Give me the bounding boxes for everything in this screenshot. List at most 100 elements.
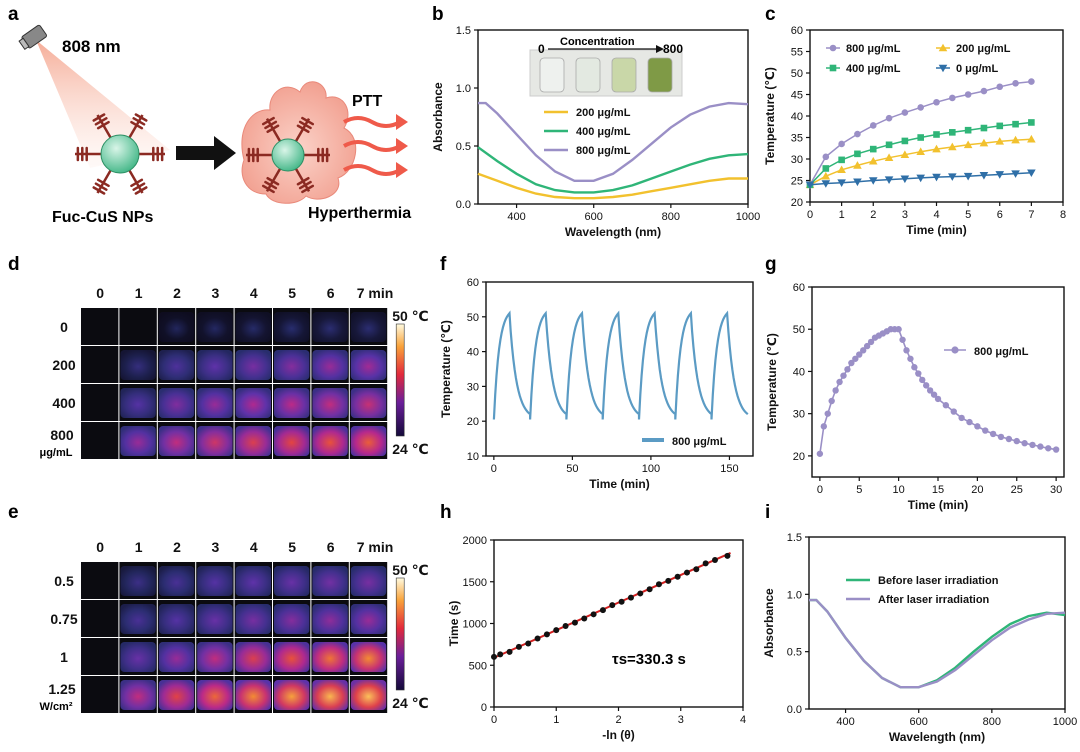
- thermal-cell: [81, 600, 119, 637]
- data-point: [982, 427, 989, 434]
- y-tick-label: 20: [793, 451, 805, 463]
- data-point: [863, 342, 871, 350]
- y-tick-label: 0.0: [787, 704, 802, 716]
- x-axis-label: Time (min): [589, 477, 649, 491]
- x-tick-label: 1: [839, 209, 845, 221]
- data-point: [571, 619, 578, 626]
- thermal-spot: [120, 566, 156, 596]
- data-point: [958, 414, 965, 422]
- data-point: [840, 372, 847, 379]
- x-tick-label: 0: [807, 209, 813, 221]
- thermal-spot: [235, 312, 271, 342]
- flame-icon: [241, 81, 357, 204]
- data-point: [1028, 119, 1035, 126]
- ligand-branch: [134, 113, 148, 122]
- y-tick-label: 50: [467, 312, 479, 324]
- x-tick-label: 800: [983, 716, 1001, 728]
- y-tick-label: 30: [467, 381, 479, 393]
- chart-cycling-stability: 0 50 100 150 10 20 30 40 50 60 Time (min) Temperatu…: [439, 277, 754, 491]
- data-point: [867, 338, 875, 346]
- vial: [647, 57, 673, 93]
- thermal-spot: [158, 426, 195, 456]
- data-point: [916, 174, 925, 183]
- data-point: [1012, 80, 1019, 87]
- ligand-branch: [296, 124, 310, 134]
- thermal-spot: [197, 350, 233, 380]
- nanoparticle-label: Fuc-CuS NPs: [52, 209, 153, 226]
- ligand-branch: [134, 186, 148, 195]
- row-label: 1.25: [48, 681, 75, 697]
- y-tick-label: 35: [791, 133, 803, 145]
- thermal-spot: [158, 642, 195, 672]
- time-column-header: 2: [173, 285, 181, 301]
- panel-label-f: f: [440, 254, 447, 275]
- data-point: [844, 366, 851, 373]
- thermal-spot: [120, 604, 156, 634]
- time-column-header: 1: [135, 285, 143, 301]
- data-point: [820, 423, 828, 430]
- schematic-panel: 808 nm Fuc-CuS NPs PTT Hyperthermia: [18, 24, 411, 226]
- hyperthermia-label: Hyperthermia: [308, 205, 411, 222]
- thermal-cell: [81, 676, 119, 713]
- thermal-cell: [119, 308, 157, 345]
- data-point: [525, 640, 532, 647]
- x-tick-label: 20: [971, 484, 983, 496]
- y-tick-label: 25: [791, 176, 803, 188]
- arrow-icon: [176, 136, 236, 170]
- y-tick-label: 1.0: [456, 83, 471, 95]
- data-point: [933, 98, 940, 106]
- data-point: [963, 140, 973, 149]
- laser-icon: [18, 24, 47, 51]
- ligand-strand: [96, 169, 112, 194]
- x-axis-label: -ln (θ): [602, 728, 634, 742]
- x-tick-label: 0: [817, 484, 823, 496]
- ligand-strand: [128, 114, 144, 139]
- data-point: [637, 590, 644, 597]
- thermal-spot: [350, 642, 387, 672]
- thermal-spot: [350, 566, 387, 596]
- thermal-spot: [235, 680, 271, 710]
- thermal-cell: [81, 308, 119, 345]
- data-point: [599, 607, 606, 614]
- data-point: [884, 153, 894, 162]
- data-point: [885, 114, 893, 122]
- thermal-spot: [312, 388, 348, 418]
- thermal-spot: [158, 388, 195, 418]
- ligand-branch: [296, 176, 310, 186]
- row-label: 200: [52, 357, 76, 373]
- data-point: [917, 104, 924, 111]
- y-tick-label: 0.5: [456, 141, 471, 153]
- y-axis-label: Temperature (℃): [439, 320, 453, 418]
- data-point: [926, 387, 934, 394]
- thermal-cell: [81, 346, 119, 383]
- data-point: [491, 653, 497, 660]
- y-tick-label: 0: [481, 702, 487, 714]
- color-scale-bar: [395, 323, 405, 437]
- data-point: [821, 180, 831, 188]
- x-tick-label: 1000: [736, 211, 760, 223]
- data-point: [995, 137, 1005, 145]
- thermal-spot: [197, 566, 233, 596]
- color-scale-bar: [395, 577, 405, 691]
- ptt-label: PTT: [352, 93, 382, 110]
- ligand-strand: [265, 118, 282, 142]
- data-point: [655, 581, 662, 588]
- x-tick-label: 5: [965, 209, 971, 221]
- data-point: [1037, 443, 1044, 450]
- y-axis-label: Absorbance: [431, 82, 445, 152]
- data-point: [869, 145, 877, 153]
- data-point: [856, 351, 863, 358]
- thermal-cell: [81, 384, 119, 421]
- y-tick-label: 1.5: [787, 532, 802, 544]
- data-point: [821, 171, 831, 180]
- data-point: [996, 122, 1004, 130]
- data-point: [805, 181, 815, 190]
- data-point: [515, 643, 522, 650]
- y-tick-label: 2000: [463, 535, 487, 547]
- time-column-header: 4: [250, 539, 258, 555]
- data-point: [816, 450, 824, 457]
- data-point: [859, 347, 867, 354]
- thermal-spot: [158, 312, 195, 342]
- data-point: [1005, 435, 1013, 443]
- chart-absorbance-before-after: 400 600 800 1000 0.0 0.5 1.0 1.5 Wavelength (nm)…: [762, 532, 1077, 744]
